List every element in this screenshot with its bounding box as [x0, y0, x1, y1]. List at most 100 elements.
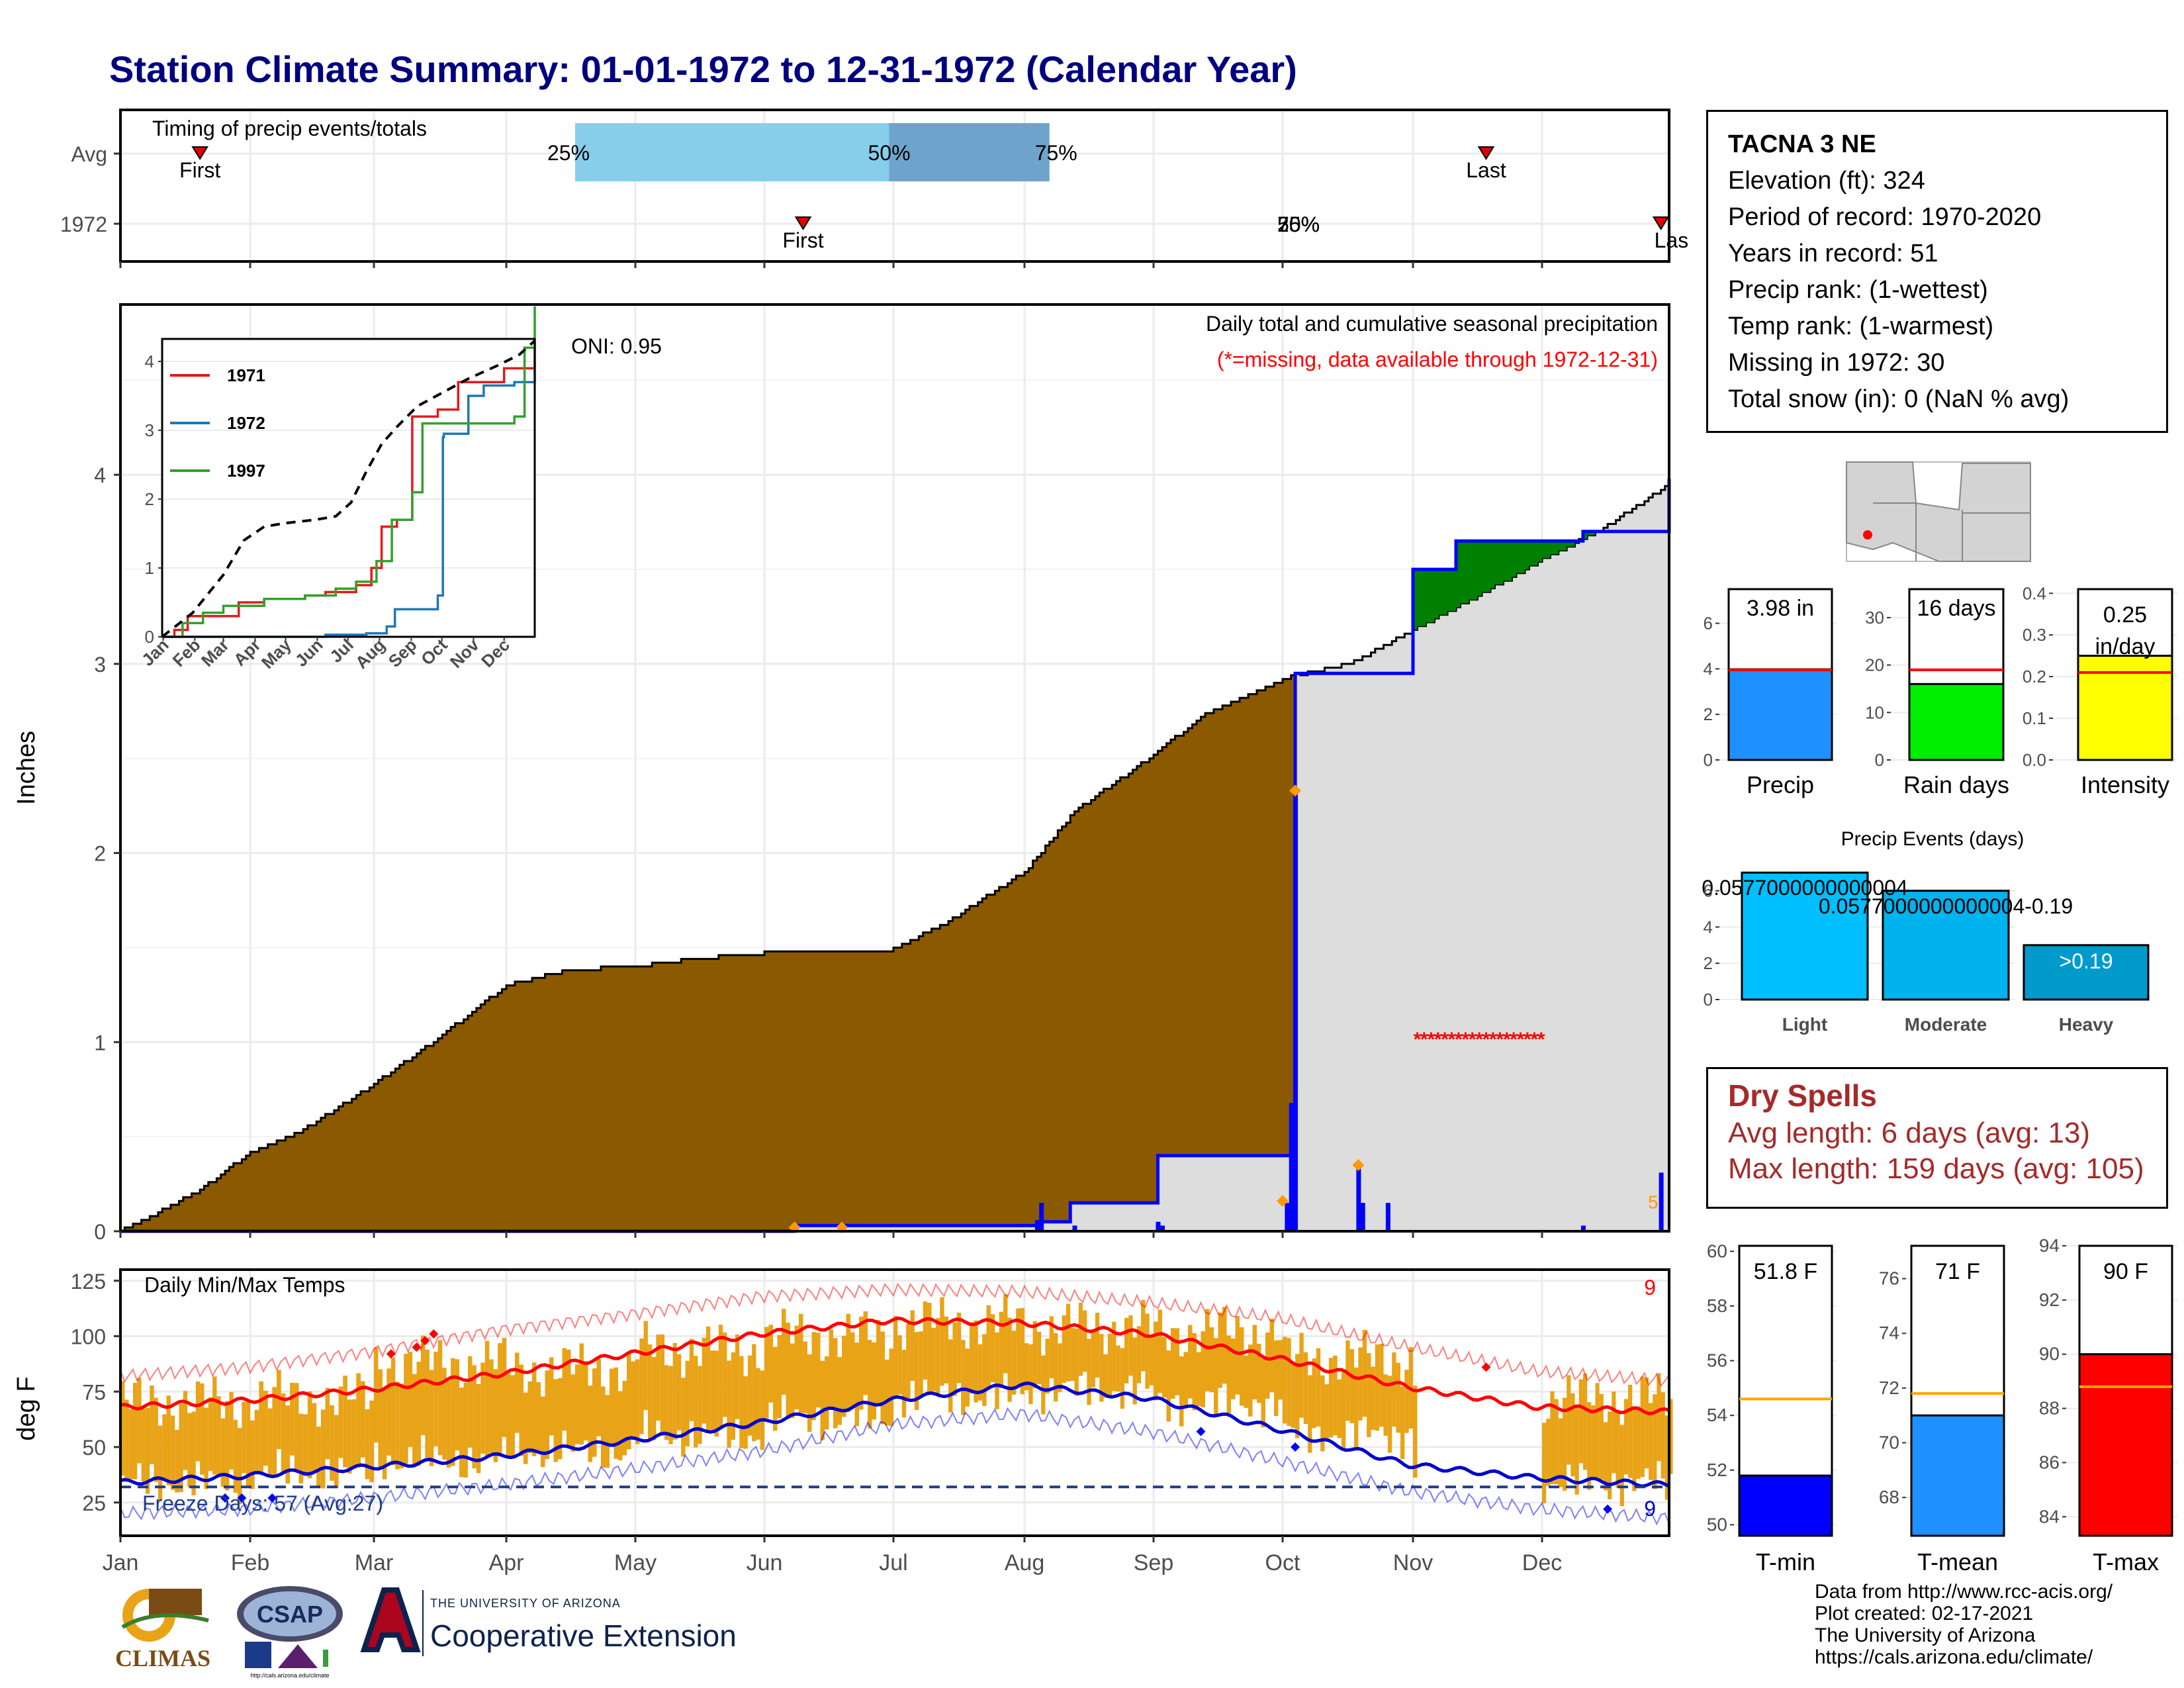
missing-day-marker: * [1489, 1029, 1497, 1051]
daily-temp-bar [330, 1405, 334, 1481]
missing-day-marker: * [1537, 1029, 1545, 1051]
daily-temp-bar [1036, 1331, 1042, 1384]
temp-xtick-label: Mar [355, 1550, 394, 1575]
daily-temp-bar [356, 1373, 361, 1468]
daily-temp-bar [472, 1365, 477, 1469]
daily-precip-bar [1385, 1203, 1390, 1231]
daily-temp-bar [927, 1303, 932, 1393]
daily-temp-bar [584, 1363, 588, 1441]
daily-temp-bar [714, 1350, 719, 1437]
missing-day-marker: * [1427, 1029, 1435, 1051]
missing-day-marker: * [1414, 1029, 1422, 1051]
daily-precip-bar [1285, 1203, 1290, 1231]
daily-temp-bar [914, 1332, 919, 1411]
daily-temp-bar [553, 1379, 558, 1462]
precip-events-ytick-label: 0 [1704, 990, 1713, 1009]
daily-temp-bar [1362, 1329, 1367, 1417]
daily-temp-bar [567, 1349, 571, 1448]
tmin-summary-value-bar [1738, 1474, 1833, 1537]
climas-emblem-icon [121, 1589, 209, 1642]
daily-temp-bar [923, 1301, 928, 1380]
temp-frame [119, 1268, 1670, 1537]
daily-temp-bar [601, 1386, 606, 1468]
daily-temp-bar [408, 1352, 413, 1447]
daily-temp-bar [807, 1354, 812, 1432]
daily-temp-bar [437, 1340, 443, 1456]
daily-temp-bar [1337, 1379, 1342, 1438]
daily-temp-bar [1041, 1355, 1046, 1415]
temp-xtick-label: Jun [747, 1550, 783, 1575]
missing-day-marker: * [1475, 1029, 1483, 1051]
daily-temp-bar [374, 1347, 379, 1443]
record-low-marker [237, 1493, 247, 1503]
daily-temp-bar [480, 1362, 485, 1454]
daily-temp-bar [1265, 1333, 1270, 1399]
tmax-summary-value-bar [2078, 1353, 2173, 1537]
daily-temp-bar [1099, 1334, 1104, 1402]
csap-logo[interactable]: CSAP http://cals.arizona.edu/climate [232, 1581, 347, 1680]
daily-temp-bar [610, 1368, 614, 1444]
daily-temp-bar [760, 1370, 764, 1450]
precip-event-marker [1352, 1159, 1365, 1172]
logo-strip: CLIMAS CSAP http://cals.arizona.edu/clim… [109, 1581, 745, 1680]
daily-temp-bar [1661, 1392, 1665, 1479]
timeline-q50-label: 50% [868, 141, 910, 165]
missing-day-marker: * [1530, 1029, 1538, 1051]
daily-temp-bar [1066, 1303, 1071, 1382]
daily-temp-bar [1112, 1321, 1116, 1391]
climas-logo[interactable]: CLIMAS [109, 1581, 216, 1680]
record-high-marker [1481, 1362, 1491, 1372]
daily-temp-bar [1107, 1333, 1113, 1396]
inset-ytick-label: 4 [145, 352, 154, 371]
daily-temp-bar [285, 1405, 291, 1484]
daily-temp-bar [416, 1362, 421, 1466]
daily-temp-bar [901, 1350, 907, 1418]
station-elevation: Elevation (ft): 324 [1728, 167, 1925, 195]
daily-temp-bar [965, 1348, 970, 1407]
daily-temp-bar [816, 1333, 821, 1408]
daily-temp-bar [220, 1418, 226, 1487]
daily-temp-bar [347, 1399, 352, 1474]
daily-temp-bar [1619, 1425, 1624, 1507]
daily-temp-bar [718, 1325, 723, 1428]
daily-temp-bar [166, 1395, 171, 1485]
rain-days-value-label: 16 days [1917, 596, 1995, 621]
daily-temp-bar [515, 1352, 520, 1433]
daily-temp-bar [689, 1338, 694, 1421]
daily-temp-bar [643, 1321, 648, 1411]
daily-temp-bar [536, 1382, 541, 1453]
tmean-summary-ytick-label: 74 [1879, 1323, 1899, 1343]
temp-xtick-label: Jul [879, 1550, 907, 1575]
daily-temp-bar [880, 1331, 885, 1425]
tmean-summary-value-bar [1910, 1414, 2005, 1537]
station-snow: Total snow (in): 0 (NaN % avg) [1728, 385, 2070, 413]
daily-temp-bar [647, 1344, 653, 1440]
daily-temp-bar [267, 1408, 273, 1476]
daily-temp-bar [876, 1319, 881, 1404]
daily-temp-bar [476, 1383, 481, 1474]
daily-temp-bar [229, 1391, 234, 1470]
record-low-marker [220, 1493, 230, 1503]
daily-temp-bar [1550, 1391, 1555, 1484]
ua-cooperative-extension-logo[interactable]: THE UNIVERSITY OF ARIZONA Cooperative Ex… [357, 1583, 754, 1676]
temp-xtick-label: May [614, 1550, 657, 1575]
daily-temp-bar [854, 1342, 859, 1427]
daily-temp-bar [204, 1407, 208, 1489]
daily-temp-bar [510, 1375, 515, 1459]
daily-temp-bar [1396, 1362, 1400, 1433]
daily-temp-bar [541, 1396, 545, 1468]
timeline-q50-q75-bar [889, 123, 1050, 181]
precip-events-ytick-label: 4 [1704, 917, 1713, 937]
missing-day-marker: * [1510, 1029, 1518, 1051]
daily-temp-bar [545, 1370, 549, 1460]
daily-temp-bar [681, 1378, 686, 1457]
daily-temp-bar [338, 1386, 343, 1458]
missing-day-marker: * [1482, 1029, 1490, 1051]
daily-temp-bar [747, 1355, 752, 1436]
record-high-marker [412, 1342, 422, 1352]
temp-panel-title: Daily Min/Max Temps [144, 1273, 345, 1297]
daily-temp-bar [1214, 1338, 1218, 1415]
station-years: Years in record: 51 [1728, 240, 1938, 267]
daily-temp-bar [281, 1393, 286, 1472]
